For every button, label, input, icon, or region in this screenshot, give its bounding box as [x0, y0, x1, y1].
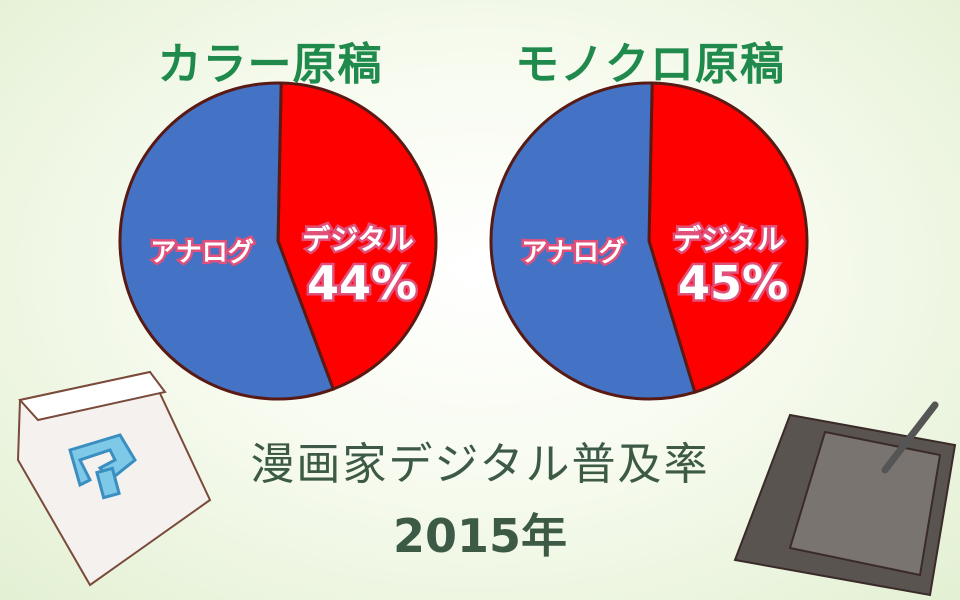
analog-label: アナログ — [150, 238, 253, 268]
pie-slice-analog — [118, 81, 336, 401]
digital-percent-label: 45% — [678, 256, 788, 310]
caption-title: 漫画家デジタル普及率 — [250, 439, 710, 490]
digital-percent-label: 44% — [307, 256, 417, 310]
pie-slice-digital — [647, 81, 809, 395]
pie-slice-analog — [489, 81, 697, 401]
software-box-icon — [16, 370, 212, 587]
digital-label: デジタル — [302, 223, 413, 256]
caption-year: 2015年 — [392, 509, 568, 563]
pen-tablet-icon — [733, 401, 957, 597]
digital-label: デジタル — [673, 223, 784, 256]
pie-title-color: カラー原稿 — [157, 39, 383, 90]
pie-slice-digital — [276, 81, 438, 391]
analog-label: アナログ — [521, 238, 624, 268]
